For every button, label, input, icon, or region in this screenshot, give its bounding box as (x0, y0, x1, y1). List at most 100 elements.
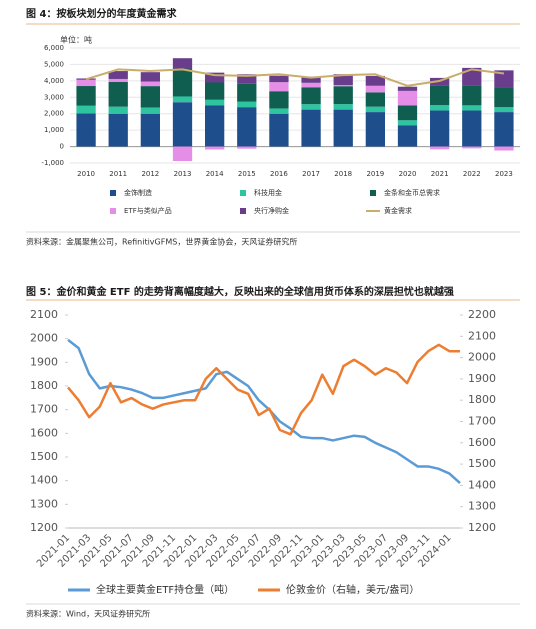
bar-segment (172, 146, 193, 162)
y-tick-label: 1900 (30, 355, 58, 368)
x-tick-label: 2018 (334, 170, 352, 178)
bar-segment (140, 86, 160, 108)
y2-tick-label: 1400 (468, 478, 496, 491)
chart-title: 图 5：金价和黄金 ETF 的走势背离幅度越大，反映出来的全球信用货币体系的深层… (26, 285, 454, 298)
y-tick-label: 1400 (30, 474, 58, 487)
bar-segment (333, 104, 353, 110)
y-tick-label: -1,000 (41, 159, 64, 167)
x-tick-label: 2022 (463, 170, 481, 178)
x-tick-label: 2021 (431, 170, 449, 178)
x-tick-label: 2017 (302, 170, 320, 178)
bar-segment (333, 109, 353, 147)
bar-segment (172, 96, 193, 103)
legend-label: 伦敦金价（右轴，美元/盎司） (286, 583, 419, 596)
bar-segment (494, 112, 514, 147)
bar-segment (237, 101, 257, 108)
bar-segment (269, 82, 289, 92)
y2-tick-label: 1600 (468, 436, 496, 449)
bar-segment (269, 113, 289, 147)
bar-segment (462, 105, 482, 111)
x-tick-label: 2020 (399, 170, 417, 178)
x-tick-label: 2012 (141, 170, 159, 178)
y-tick-label: 1500 (30, 450, 58, 463)
bar-segment (397, 90, 418, 106)
legend-label: 金饰制造 (124, 188, 152, 197)
bar-segment (494, 87, 514, 108)
y2-tick-label: 2200 (468, 308, 496, 321)
y-tick-label: 1200 (30, 521, 58, 534)
bar-segment (172, 58, 193, 69)
bar-segment (172, 102, 193, 147)
bar-segment (205, 146, 225, 150)
x-tick-label: 2019 (366, 170, 384, 178)
legend-label: 黄金需求 (384, 206, 412, 215)
y-tick-label: 0 (60, 143, 64, 151)
bar-segment (108, 78, 128, 83)
bar-segment (494, 146, 514, 151)
x-tick-label: 2010 (77, 170, 95, 178)
bar-segment (108, 106, 128, 114)
y-tick-label: 1,000 (44, 126, 64, 134)
legend-swatch (110, 190, 116, 196)
bar-segment (494, 107, 514, 113)
y2-tick-label: 2000 (468, 351, 496, 364)
y-tick-label: 5,000 (44, 60, 64, 68)
bar-segment (301, 76, 321, 83)
bar-segment (76, 113, 96, 147)
bar-segment (237, 74, 257, 84)
y-tick-label: 1600 (30, 426, 58, 439)
chart-title: 图 4：按板块划分的年度黄金需求 (26, 7, 177, 20)
bar-segment (269, 75, 289, 83)
legend-swatch (110, 208, 116, 214)
legend-label: 科技用金 (254, 188, 282, 197)
bar-segment (76, 79, 96, 87)
y2-tick-label: 2100 (468, 329, 496, 342)
bar-segment (333, 86, 353, 105)
bar-segment (462, 67, 482, 86)
legend-swatch (240, 190, 246, 196)
bar-segment (301, 82, 321, 88)
bar-segment (301, 104, 321, 110)
series-line (67, 343, 460, 436)
bar-segment (333, 85, 353, 87)
bar-segment (365, 75, 385, 86)
y-tick-label: 1300 (30, 497, 58, 510)
bar-segment (76, 86, 96, 106)
bar-segment (172, 68, 193, 97)
y-tick-label: 2000 (30, 332, 58, 345)
x-tick-label: 2014 (206, 170, 224, 178)
bar-segment (430, 110, 450, 147)
bar-segment (462, 110, 482, 147)
bar-segment (365, 85, 385, 93)
bar-segment (205, 99, 225, 106)
bar-segment (140, 81, 160, 87)
legend-label: 金条和金币总需求 (384, 188, 440, 197)
bar-segment (301, 109, 321, 147)
bar-segment (397, 105, 418, 121)
bar-segment (205, 72, 225, 83)
bar-segment (76, 105, 96, 114)
bar-segment (237, 83, 257, 102)
legend-label: 全球主要黄金ETF持仓量（吨） (96, 583, 234, 596)
x-tick-label: 2016 (270, 170, 288, 178)
bar-segment (237, 146, 257, 149)
x-tick-label: 2023 (495, 170, 513, 178)
bar-segment (140, 113, 160, 147)
bar-segment (301, 87, 321, 105)
y-tick-label: 3,000 (44, 93, 64, 101)
bar-segment (397, 125, 418, 147)
legend-swatch (370, 190, 376, 196)
x-tick-label: 2015 (238, 170, 256, 178)
bar-segment (462, 146, 482, 149)
bar-segment (333, 74, 353, 86)
y2-tick-label: 1500 (468, 457, 496, 470)
y-tick-label: 6,000 (44, 44, 64, 52)
bar-segment (140, 72, 160, 82)
y-tick-label: 2100 (30, 308, 58, 321)
bar-segment (365, 92, 385, 107)
unit-label: 单位：吨 (60, 35, 92, 45)
bar-segment (108, 82, 128, 107)
x-tick-label: 2011 (109, 170, 127, 178)
bar-segment (108, 113, 128, 147)
